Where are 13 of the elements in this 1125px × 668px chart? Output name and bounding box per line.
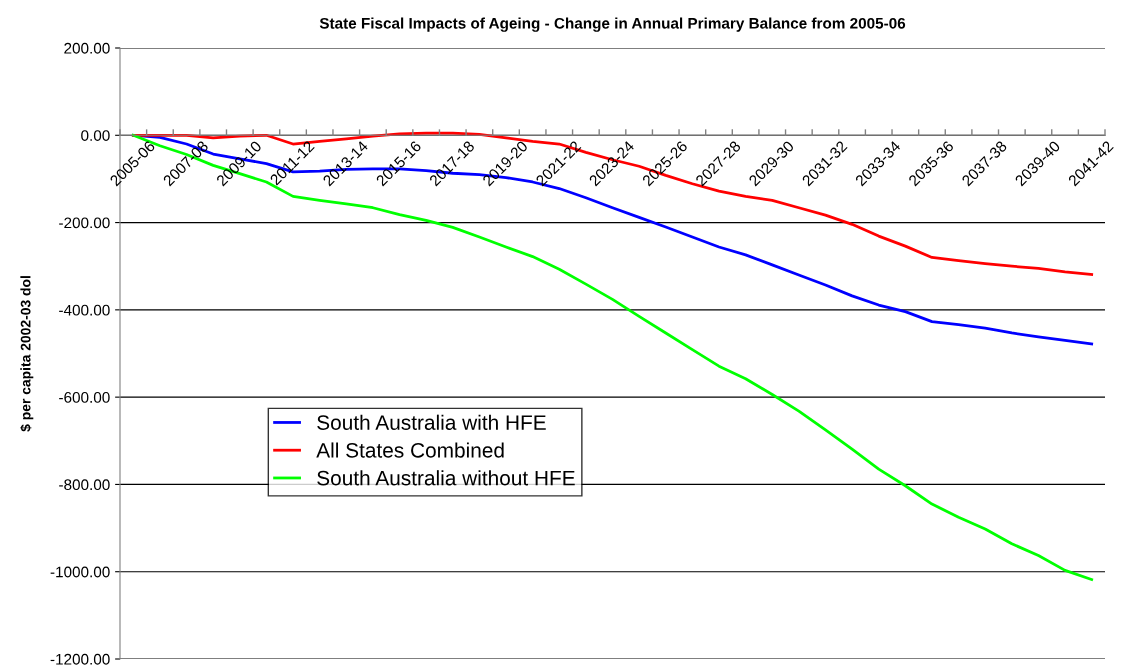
y-tick-label: -1000.00 xyxy=(50,566,110,578)
y-tick-label: -400.00 xyxy=(59,304,110,316)
chart-title: State Fiscal Impacts of Ageing - Change in Annual Primary Balance from 2005-06 xyxy=(319,17,906,32)
y-tick-label: -1200.00 xyxy=(50,653,110,665)
legend-label: South Australia with HFE xyxy=(317,414,546,430)
y-tick-label: -800.00 xyxy=(59,479,110,491)
y-tick-label: 200.00 xyxy=(64,42,110,54)
legend-label: South Australia without HFE xyxy=(317,470,575,486)
legend-label: All States Combined xyxy=(316,442,504,458)
y-tick-label: -600.00 xyxy=(59,392,110,403)
y-tick-label: 0.00 xyxy=(81,130,110,141)
y-axis-title: $ per capita 2002-03 dol xyxy=(20,276,34,432)
y-tick-label: -200.00 xyxy=(59,217,110,229)
